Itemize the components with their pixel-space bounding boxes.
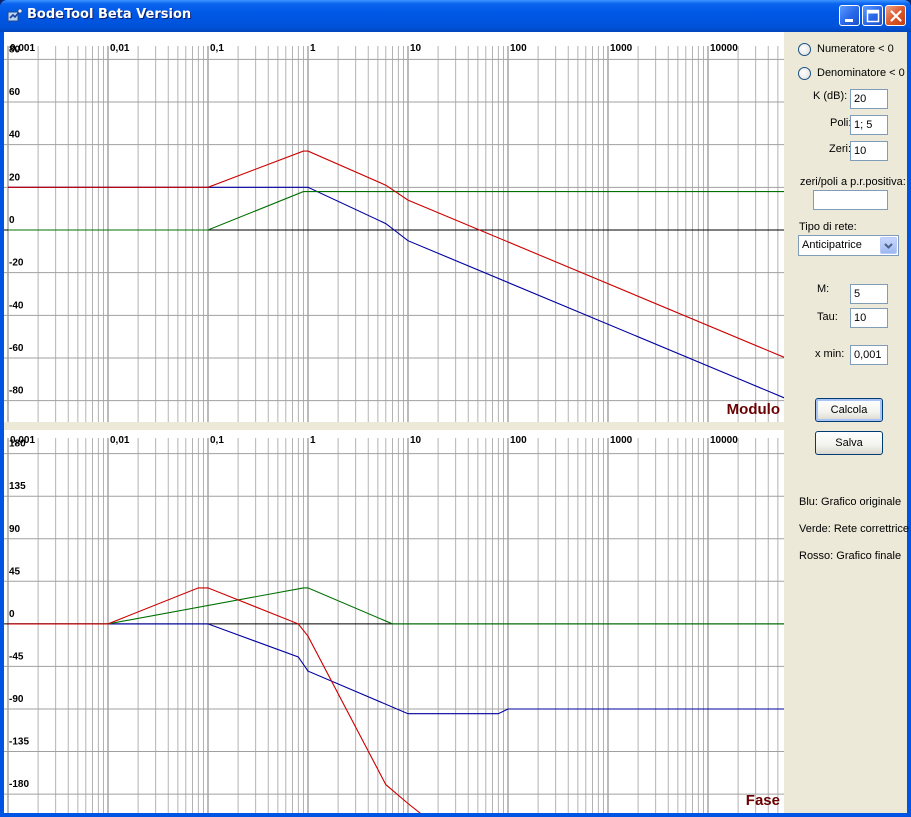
- phase-x-tick-label: 10000: [710, 435, 738, 446]
- xmin-input[interactable]: 0,001: [850, 345, 888, 365]
- k-label: K (dB):: [813, 90, 848, 102]
- magnitude-plot: 80 60 40 20 0 -20 -40 -60 -80 0,001 0,01 0,1 1 10 100 1…: [4, 32, 786, 422]
- phase-x-tick-label: 0,1: [210, 435, 224, 446]
- phase-series-original: [8, 623, 784, 715]
- phase-y-tick-label: -45: [9, 651, 24, 662]
- k-input[interactable]: 20: [850, 89, 888, 109]
- bode-plots: 80 60 40 20 0 -20 -40 -60 -80 0,001 0,01 0,1 1 10 100 1…: [4, 32, 786, 813]
- magnitude-y-tick-label: 60: [9, 87, 21, 98]
- phase-y-tick-label: -90: [9, 694, 24, 705]
- magnitude-x-tick-label: 0,01: [110, 43, 130, 54]
- phase-y-tick-label: 135: [9, 481, 26, 492]
- positive-roots-label: zeri/poli a p.r.positiva:: [800, 176, 906, 188]
- m-input[interactable]: 5: [850, 284, 888, 304]
- magnitude-y-tick-label: -40: [9, 300, 24, 311]
- tau-label: Tau:: [817, 311, 838, 323]
- phase-y-tick-label: 180: [9, 439, 26, 450]
- plot-separator: [4, 422, 786, 430]
- legend-correction: Verde: Rete correttrice: [799, 523, 910, 535]
- phase-x-tick-label: 0,001: [10, 435, 35, 446]
- window-title: BodeTool Beta Version: [27, 7, 192, 22]
- magnitude-y-tick-label: -60: [9, 343, 24, 354]
- tau-input[interactable]: 10: [850, 308, 888, 328]
- legend-original: Blu: Grafico originale: [799, 496, 902, 508]
- magnitude-x-tick-label: 10: [410, 43, 422, 54]
- poli-input[interactable]: 1; 5: [850, 115, 888, 135]
- magnitude-background: [4, 32, 786, 422]
- magnitude-y-tick-label: 80: [9, 44, 21, 55]
- app-icon: [7, 8, 23, 22]
- zeri-label: Zeri:: [829, 143, 851, 155]
- phase-y-tick-label: -180: [9, 779, 29, 790]
- tipo-rete-label: Tipo di rete:: [799, 221, 857, 233]
- magnitude-x-tick-label: 10000: [710, 43, 738, 54]
- phase-x-tick-label: 0,01: [110, 435, 130, 446]
- plot-right-border: [784, 32, 786, 813]
- phase-x-tick-label: 10: [410, 435, 422, 446]
- legend-final: Rosso: Grafico finale: [799, 550, 902, 562]
- phase-plot: 180 135 90 45 0 -45 -90 -135 -180 0,001 0,01 0,1 1 10…: [4, 424, 786, 813]
- phase-series-group: [8, 587, 784, 813]
- magnitude-y-tick-label: 20: [9, 172, 21, 183]
- magnitude-x-tick-label: 1000: [610, 43, 633, 54]
- numeratore-radio-circle[interactable]: [798, 42, 811, 56]
- denominatore-radio[interactable]: Denominatore < 0: [798, 65, 905, 81]
- magnitude-x-tick-label: 0,001: [10, 43, 35, 54]
- positive-roots-input[interactable]: [813, 190, 888, 210]
- tipo-rete-dropdown-button[interactable]: [880, 237, 897, 254]
- magnitude-x-tick-label: 0,1: [210, 43, 224, 54]
- phase-y-tick-label: 90: [9, 524, 21, 535]
- minimize-icon: [845, 19, 853, 22]
- phase-x-tick-label: 1000: [610, 435, 633, 446]
- phase-y-tick-label: 0: [9, 609, 15, 620]
- poli-label: Poli:: [830, 117, 852, 129]
- xmin-label: x min:: [815, 348, 845, 360]
- magnitude-x-tick-label: 1: [310, 43, 316, 54]
- salva-button[interactable]: Salva: [815, 431, 883, 455]
- magnitude-title: Modulo: [727, 401, 780, 418]
- magnitude-x-tick-label: 100: [510, 43, 527, 54]
- tipo-rete-value: Anticipatrice: [802, 239, 862, 251]
- close-button[interactable]: [885, 5, 906, 26]
- client-area: 80 60 40 20 0 -20 -40 -60 -80 0,001 0,01 0,1 1 10 100 1…: [4, 32, 910, 813]
- magnitude-y-tick-label: 0: [9, 215, 15, 226]
- zeri-input[interactable]: 10: [850, 141, 888, 161]
- title-bar[interactable]: BodeTool Beta Version: [0, 0, 911, 32]
- numeratore-radio-label: Numeratore < 0: [817, 43, 894, 55]
- magnitude-y-tick-label: 40: [9, 130, 21, 141]
- phase-title: Fase: [746, 792, 780, 809]
- m-label: M:: [817, 283, 830, 295]
- phase-x-tick-label: 100: [510, 435, 527, 446]
- maximize-icon: [866, 9, 880, 23]
- minimize-button[interactable]: [839, 5, 860, 26]
- phase-series-final: [8, 587, 421, 813]
- tipo-rete-select[interactable]: Anticipatrice: [798, 235, 899, 256]
- magnitude-y-tick-label: -80: [9, 386, 24, 397]
- numeratore-radio[interactable]: Numeratore < 0: [798, 41, 894, 57]
- calcola-button[interactable]: Calcola: [815, 398, 883, 422]
- maximize-button[interactable]: [862, 5, 883, 26]
- magnitude-y-tick-label: -20: [9, 258, 24, 269]
- chevron-down-icon: [884, 243, 893, 249]
- phase-y-tick-label: -135: [9, 737, 29, 748]
- magnitude-series-correction: [8, 191, 784, 231]
- magnitude-series-group: [8, 150, 784, 399]
- control-panel: Numeratore < 0 Denominatore < 0 K (dB): …: [786, 32, 910, 813]
- close-icon: [890, 10, 902, 22]
- denominatore-radio-circle[interactable]: [798, 66, 811, 80]
- phase-x-tick-label: 1: [310, 435, 316, 446]
- magnitude-series-final: [8, 150, 784, 358]
- denominatore-radio-label: Denominatore < 0: [817, 67, 905, 79]
- phase-y-tick-label: 45: [9, 566, 21, 577]
